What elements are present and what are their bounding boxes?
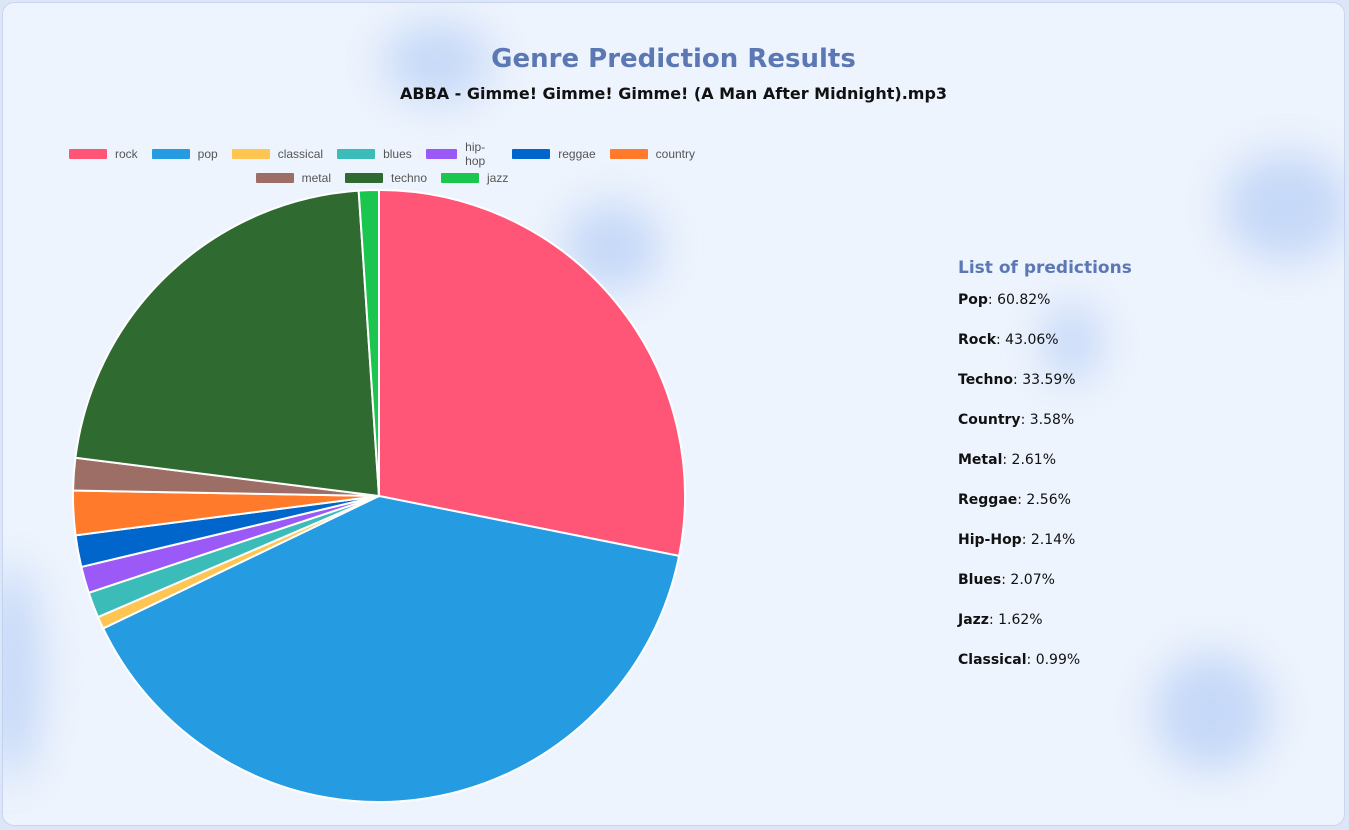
background-blob — [1152, 652, 1272, 772]
prediction-genre: Jazz — [958, 612, 989, 628]
chart-legend: rock pop classical blues hip-hop reggae countr… — [62, 140, 702, 190]
prediction-item: Blues: 2.07% — [958, 572, 1132, 612]
predictions-list: List of predictions Pop: 60.82% Rock: 43… — [958, 258, 1132, 692]
legend-swatch — [337, 149, 376, 159]
legend-label: metal — [301, 171, 331, 185]
legend-label: hip-hop — [465, 140, 486, 168]
prediction-value: : 2.61% — [1002, 452, 1057, 468]
legend-swatch — [441, 173, 480, 183]
legend-item-classical[interactable]: classical — [231, 147, 324, 161]
legend-label: classical — [277, 147, 324, 161]
pie-slice-pop[interactable] — [101, 494, 681, 803]
prediction-item: Techno: 33.59% — [958, 372, 1132, 412]
prediction-value: : 1.62% — [988, 612, 1043, 628]
legend-swatch — [512, 149, 551, 159]
prediction-value: : 2.07% — [1001, 572, 1055, 588]
legend-label: jazz — [487, 171, 509, 185]
legend-swatch — [151, 149, 190, 159]
legend-item-rock[interactable]: rock — [69, 147, 138, 161]
prediction-value: : 60.82% — [987, 292, 1051, 308]
legend-label: reggae — [558, 147, 596, 161]
prediction-item: Classical: 0.99% — [958, 652, 1132, 692]
legend-row: metal techno jazz — [62, 166, 702, 190]
legend-label: country — [655, 147, 695, 161]
background-blob — [382, 22, 492, 102]
legend-item-blues[interactable]: blues — [337, 147, 412, 161]
page-title: Genre Prediction Results — [491, 44, 856, 74]
pie-slice-rock[interactable] — [378, 188, 686, 558]
pie-slice-techno[interactable] — [74, 189, 381, 498]
legend-item-jazz[interactable]: jazz — [441, 171, 508, 185]
legend-swatch — [425, 149, 458, 159]
legend-row: rock pop classical blues hip-hop reggae countr… — [62, 140, 702, 168]
legend-item-pop[interactable]: pop — [151, 147, 218, 161]
prediction-item: Hip-Hop: 2.14% — [958, 532, 1132, 572]
legend-label: rock — [115, 147, 138, 161]
legend-label: blues — [383, 147, 412, 161]
legend-swatch — [609, 149, 648, 159]
prediction-genre: Country — [958, 412, 1021, 428]
legend-swatch — [255, 173, 294, 183]
prediction-item: Jazz: 1.62% — [958, 612, 1132, 652]
prediction-item: Pop: 60.82% — [958, 292, 1132, 332]
pie-slice-jazz[interactable] — [357, 188, 380, 497]
prediction-value: : 0.99% — [1026, 652, 1081, 668]
prediction-value: : 43.06% — [996, 332, 1059, 348]
prediction-genre: Pop — [958, 292, 988, 308]
prediction-genre: Hip-Hop — [958, 532, 1022, 548]
prediction-value: : 3.58% — [1020, 412, 1075, 428]
legend-item-country[interactable]: country — [609, 147, 695, 161]
legend-swatch — [69, 149, 107, 159]
legend-item-reggae[interactable]: reggae — [512, 147, 596, 161]
prediction-genre: Reggae — [958, 492, 1018, 508]
legend-swatch — [344, 173, 383, 183]
file-name: ABBA - Gimme! Gimme! Gimme! (A Man After… — [399, 84, 948, 103]
predictions-title: List of predictions — [958, 258, 1132, 278]
legend-item-hip-hop[interactable]: hip-hop — [425, 140, 499, 168]
prediction-genre: Blues — [958, 572, 1002, 588]
background-blob — [1042, 302, 1102, 382]
background-blob — [1222, 152, 1345, 262]
legend-item-metal[interactable]: metal — [255, 171, 331, 185]
legend-label: techno — [390, 171, 428, 185]
prediction-item: Reggae: 2.56% — [958, 492, 1132, 532]
prediction-item: Rock: 43.06% — [958, 332, 1132, 372]
prediction-genre: Techno — [958, 372, 1014, 388]
legend-item-techno[interactable]: techno — [344, 171, 428, 185]
prediction-genre: Rock — [958, 332, 997, 348]
legend-label: pop — [197, 147, 218, 161]
prediction-value: : 2.56% — [1017, 492, 1071, 508]
prediction-value: : 33.59% — [1013, 372, 1076, 388]
prediction-genre: Classical — [958, 652, 1027, 668]
prediction-item: Metal: 2.61% — [958, 452, 1132, 492]
prediction-item: Country: 3.58% — [958, 412, 1132, 452]
prediction-genre: Metal — [958, 452, 1003, 468]
prediction-value: : 2.14% — [1021, 532, 1076, 548]
legend-swatch — [231, 149, 270, 159]
